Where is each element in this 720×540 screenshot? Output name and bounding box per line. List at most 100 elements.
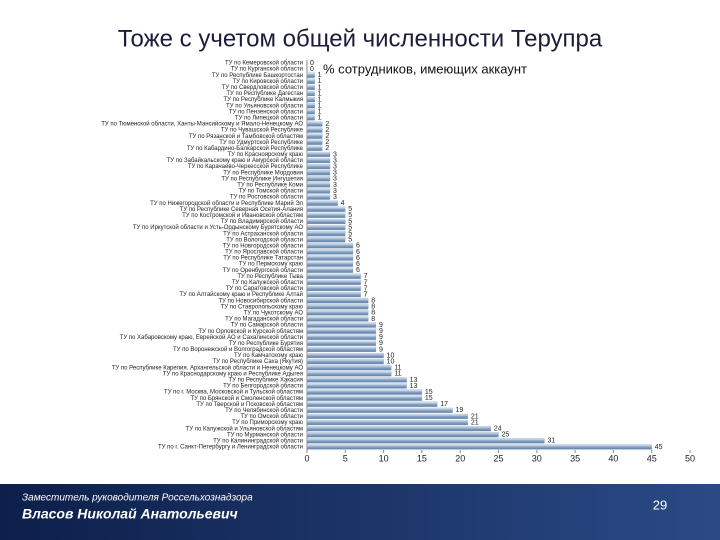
category-label: ТУ по Забайкальскому краю и Амурской обл… bbox=[167, 157, 303, 164]
bar bbox=[306, 182, 331, 188]
bar bbox=[306, 84, 315, 91]
bar bbox=[306, 419, 469, 426]
category-label: ТУ по Брянской и Смоленской областям bbox=[190, 395, 303, 402]
value-label: 24 bbox=[494, 426, 502, 433]
category-label: ТУ по Республике Хакасия bbox=[228, 378, 303, 384]
bar bbox=[306, 170, 331, 176]
value-label: 2 bbox=[325, 139, 329, 146]
value-label: 6 bbox=[356, 249, 360, 256]
x-tick-label: 0 bbox=[304, 453, 309, 463]
bar bbox=[306, 109, 315, 115]
category-label: ТУ по Ростовской области bbox=[230, 194, 303, 201]
bar bbox=[306, 176, 331, 182]
value-label: 6 bbox=[356, 267, 360, 274]
category-label: ТУ по г. Санкт-Петербургу и Ленинградско… bbox=[158, 444, 303, 451]
category-label: ТУ по Чувашской Республике bbox=[221, 127, 304, 134]
bar bbox=[306, 273, 361, 279]
value-label: 5 bbox=[348, 231, 352, 238]
bar bbox=[306, 359, 384, 365]
bar bbox=[306, 438, 545, 444]
x-tick-label: 20 bbox=[455, 453, 465, 463]
bar bbox=[306, 90, 315, 97]
value-label: 3 bbox=[333, 194, 337, 201]
bar bbox=[306, 212, 346, 218]
bar bbox=[306, 316, 369, 322]
bar bbox=[306, 139, 323, 145]
bar bbox=[306, 413, 469, 420]
category-label: ТУ по Орловской и Курской областям bbox=[198, 328, 303, 335]
x-tick-label: 40 bbox=[608, 453, 618, 463]
value-label: 2 bbox=[325, 133, 329, 140]
value-label: 8 bbox=[371, 310, 375, 317]
category-label: ТУ по Республике Северная Осетия-Алания bbox=[180, 207, 303, 213]
value-label: 15 bbox=[425, 395, 433, 402]
value-label: 21 bbox=[471, 413, 479, 420]
category-label: ТУ по Новгородской области bbox=[223, 242, 303, 249]
value-label: 15 bbox=[425, 389, 433, 396]
bar bbox=[306, 444, 652, 450]
category-label: ТУ по Кировской области bbox=[232, 78, 303, 85]
bar bbox=[306, 304, 369, 310]
page-number: 29 bbox=[653, 497, 667, 512]
bar bbox=[306, 267, 354, 273]
bar bbox=[306, 164, 331, 170]
category-label: ТУ по Саратовской области bbox=[226, 285, 303, 292]
category-label: ТУ по Иркутской области и Усть-Ордынском… bbox=[133, 224, 303, 231]
bar bbox=[306, 78, 315, 84]
bar bbox=[306, 365, 392, 371]
bar bbox=[306, 224, 346, 231]
x-tick-label: 15 bbox=[417, 453, 427, 463]
value-label: 10 bbox=[387, 352, 395, 359]
bar bbox=[306, 407, 453, 413]
value-label: 3 bbox=[333, 163, 337, 170]
category-label: ТУ по Республике Карелия, Архангельской … bbox=[112, 364, 304, 371]
category-label: ТУ по Курганской области bbox=[231, 66, 303, 73]
category-label: ТУ по Красноярскому краю bbox=[228, 152, 304, 158]
value-label: 3 bbox=[333, 151, 337, 158]
category-label: ТУ по Камчатскому краю bbox=[234, 353, 304, 359]
x-tick-label: 45 bbox=[647, 453, 657, 463]
value-label: 0 bbox=[310, 60, 314, 67]
bar bbox=[306, 97, 315, 103]
category-label: ТУ по Омской области bbox=[240, 413, 303, 420]
value-label: 13 bbox=[410, 383, 418, 390]
bar bbox=[306, 261, 354, 267]
category-label: ТУ по Республике Мордовия bbox=[223, 170, 303, 176]
value-label: 11 bbox=[394, 365, 401, 372]
bar bbox=[306, 103, 315, 109]
category-label: ТУ по Республике Калмыкия bbox=[224, 97, 304, 103]
x-tick-label: 50 bbox=[685, 453, 695, 463]
bar bbox=[306, 346, 377, 353]
bar bbox=[306, 285, 361, 292]
category-label: ТУ по Тверской и Псковской областям bbox=[196, 401, 303, 408]
bar bbox=[306, 133, 323, 139]
category-label: ТУ по Костромской и Ивановской областям bbox=[182, 212, 303, 219]
bar bbox=[306, 389, 423, 395]
category-label: ТУ по Ставропольскому краю bbox=[221, 304, 304, 310]
value-label: 9 bbox=[379, 346, 383, 353]
category-label: ТУ по Рязанской и Тамбовской областям bbox=[189, 133, 303, 140]
bar bbox=[306, 115, 315, 121]
x-tick-label: 35 bbox=[570, 453, 580, 463]
category-label: ТУ по Республике Коми bbox=[237, 183, 303, 189]
bar bbox=[306, 231, 346, 237]
value-label: 8 bbox=[371, 298, 375, 305]
value-label: 3 bbox=[333, 188, 337, 195]
value-label: 19 bbox=[456, 407, 464, 414]
value-label: 17 bbox=[440, 401, 448, 408]
x-tick-label: 10 bbox=[379, 453, 389, 463]
bar bbox=[306, 279, 361, 286]
value-label: 5 bbox=[348, 212, 352, 219]
value-label: 1 bbox=[318, 96, 322, 103]
bar bbox=[306, 72, 315, 78]
value-label: 10 bbox=[387, 358, 395, 365]
value-label: 5 bbox=[348, 218, 352, 225]
category-label: ТУ по Хабаровскому краю, Еврейской АО и … bbox=[120, 334, 303, 341]
category-label: ТУ по Республике Башкортостан bbox=[212, 73, 303, 79]
value-label: 13 bbox=[410, 377, 418, 384]
value-label: 8 bbox=[371, 316, 375, 323]
value-label: 2 bbox=[325, 121, 329, 128]
value-label: 1 bbox=[318, 115, 322, 122]
category-label: ТУ по Ярославской области bbox=[225, 249, 303, 256]
category-label: ТУ по Мурманской области bbox=[227, 431, 303, 438]
